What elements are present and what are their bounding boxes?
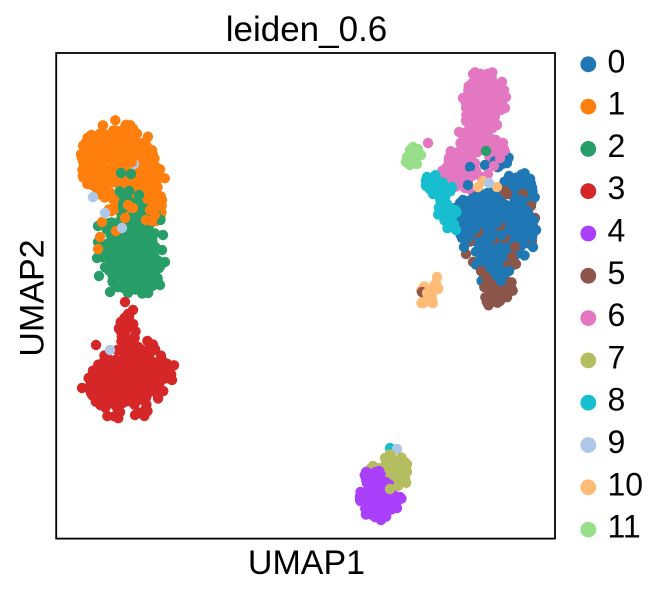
- svg-text:7: 7: [608, 339, 626, 375]
- svg-text:6: 6: [608, 297, 626, 333]
- svg-text:2: 2: [608, 128, 626, 164]
- svg-text:leiden_0.6: leiden_0.6: [226, 10, 388, 49]
- svg-text:3: 3: [608, 170, 626, 206]
- svg-text:10: 10: [608, 466, 644, 502]
- svg-text:9: 9: [608, 424, 626, 460]
- svg-text:0: 0: [608, 43, 626, 79]
- svg-text:UMAP1: UMAP1: [248, 544, 365, 582]
- svg-text:1: 1: [608, 86, 626, 122]
- svg-text:5: 5: [608, 255, 626, 291]
- svg-text:4: 4: [608, 213, 626, 249]
- svg-text:UMAP2: UMAP2: [14, 239, 52, 356]
- svg-text:8: 8: [608, 382, 626, 418]
- svg-text:11: 11: [608, 509, 641, 545]
